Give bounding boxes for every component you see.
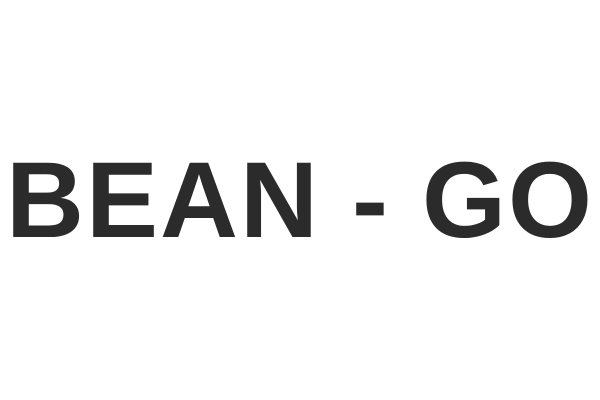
wordmark-text: BEAN - GO	[6, 139, 595, 260]
